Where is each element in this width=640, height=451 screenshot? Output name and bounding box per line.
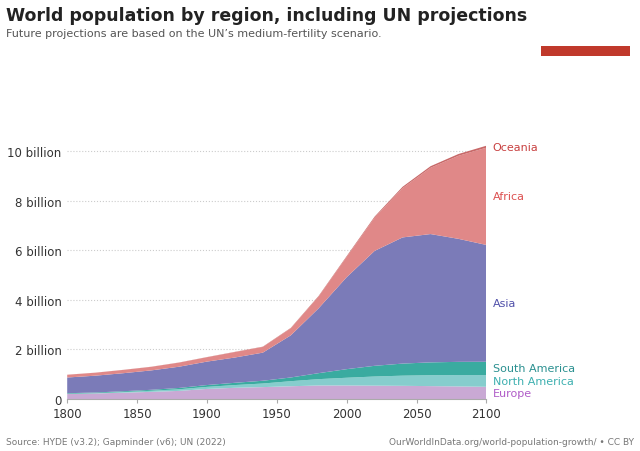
Text: Source: HYDE (v3.2); Gapminder (v6); UN (2022): Source: HYDE (v3.2); Gapminder (v6); UN …	[6, 437, 226, 446]
Bar	[541, 46, 630, 56]
Text: Africa: Africa	[493, 192, 525, 202]
Text: Our World: Our World	[561, 19, 610, 28]
Text: Future projections are based on the UN’s medium-fertility scenario.: Future projections are based on the UN’s…	[6, 29, 382, 39]
Text: OurWorldInData.org/world-population-growth/ • CC BY: OurWorldInData.org/world-population-grow…	[388, 437, 634, 446]
Text: World population by region, including UN projections: World population by region, including UN…	[6, 7, 527, 25]
Text: Europe: Europe	[493, 388, 532, 398]
Text: Asia: Asia	[493, 299, 516, 308]
Text: South America: South America	[493, 364, 575, 373]
Text: Oceania: Oceania	[493, 143, 538, 152]
Text: North America: North America	[493, 376, 573, 386]
Text: in Data: in Data	[568, 30, 603, 39]
